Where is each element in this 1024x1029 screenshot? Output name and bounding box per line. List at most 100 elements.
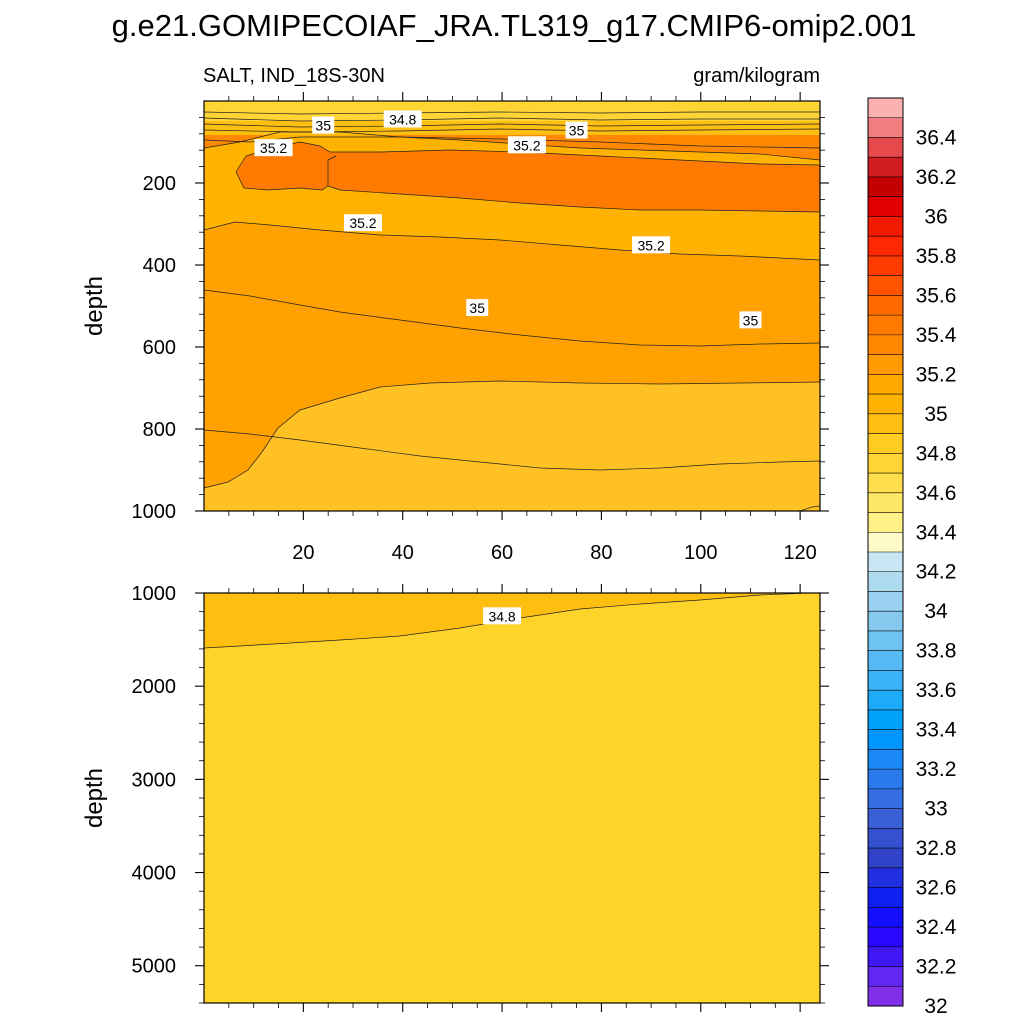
upper-x-tick-label: 40	[392, 542, 414, 564]
colorbar-swatch	[868, 729, 903, 750]
colorbar-swatch	[868, 453, 903, 474]
colorbar-label: 36	[924, 205, 947, 228]
contour-line-34-8-deep	[203, 380, 821, 489]
upper-contour-label: 35	[739, 311, 762, 329]
contour-line-bottom-corner	[799, 505, 821, 512]
colorbar-swatch	[868, 98, 903, 119]
lower-axes: 1000 2000 3000 4000 5000	[132, 583, 829, 1012]
upper-contour-label-text: 35	[469, 300, 485, 316]
lower-contour-labels: 34.8	[483, 607, 522, 625]
colorbar-swatch	[868, 670, 903, 691]
lower-y-tick-label: 2000	[132, 676, 177, 698]
colorbar-swatch	[868, 828, 903, 849]
colorbar-swatch	[868, 354, 903, 375]
colorbar-swatch	[868, 216, 903, 237]
upper-contour-label-text: 34.8	[389, 111, 416, 127]
upper-field-surface-2	[204, 121, 820, 135]
colorbar-label: 33.6	[916, 679, 957, 702]
upper-contour-label-box	[312, 116, 335, 134]
colorbar-label: 33.4	[916, 719, 957, 742]
colorbar-label: 33	[924, 798, 947, 821]
lower-panel: 34.8 1000 2000 3000 4000 5000 depth	[81, 583, 829, 1012]
colorbar-swatch	[868, 630, 903, 652]
lower-y-tick-label: 1000	[132, 583, 177, 605]
upper-contour-label-box	[343, 214, 382, 232]
upper-contour-label-box	[565, 121, 588, 139]
upper-x-tick-label: 20	[292, 542, 314, 564]
contour-line-surface-2	[203, 117, 820, 122]
upper-field-35-4	[236, 142, 820, 212]
upper-contour-label: 35	[312, 116, 335, 134]
colorbar-swatch	[868, 848, 903, 869]
colorbar-swatch	[868, 788, 903, 810]
upper-ylabel: depth	[81, 276, 108, 336]
contour-line-35-4-west	[235, 171, 329, 191]
upper-contour-label-box	[632, 236, 671, 254]
colorbar-label: 35	[924, 403, 947, 426]
colorbar-label: 32.8	[916, 837, 957, 860]
upper-x-tick-label: 100	[684, 542, 717, 564]
colorbar: 36.4 36.2 36 35.8 35.6 35.4 35.2 35 34.8 34.6 34.4…	[867, 97, 957, 1018]
lower-ylabel: depth	[81, 768, 108, 828]
colorbar-label: 34.4	[916, 521, 957, 544]
colorbar-swatch	[868, 611, 903, 632]
lower-contour-label-text: 34.8	[488, 608, 515, 624]
colorbar-swatch	[868, 275, 903, 296]
upper-y-tick-label: 400	[143, 255, 176, 277]
colorbar-swatch	[868, 295, 903, 316]
colorbar-swatch	[868, 236, 903, 257]
upper-contour-label: 34.8	[383, 110, 422, 128]
colorbar-swatch	[868, 887, 903, 908]
upper-contour-label: 35	[466, 299, 489, 317]
colorbar-swatch	[868, 769, 903, 790]
contour-line-surface-3	[203, 123, 821, 128]
colorbar-swatch	[868, 927, 903, 948]
colorbar-swatch	[868, 315, 903, 336]
upper-contour-label: 35.2	[254, 139, 293, 157]
colorbar-label: 32	[924, 995, 947, 1018]
upper-axes: 20 40 60 80 100 120 200 400 600 800 1000	[132, 92, 829, 564]
colorbar-swatch	[868, 867, 903, 889]
colorbar-label: 35.8	[916, 245, 957, 268]
upper-contour-label-box	[466, 299, 489, 317]
colorbar-swatch	[868, 374, 903, 395]
figure-title: g.e21.GOMIPECOIAF_JRA.TL319_g17.CMIP6-om…	[112, 8, 917, 43]
colorbar-label: 34.6	[916, 482, 957, 505]
colorbar-swatch	[868, 946, 903, 968]
upper-y-tick-label: 800	[143, 419, 176, 441]
upper-contour-label-text: 35.2	[349, 215, 376, 231]
colorbar-swatch	[868, 492, 903, 514]
colorbar-swatch	[868, 433, 903, 454]
colorbar-swatch	[868, 532, 903, 553]
contour-line-35-4-bottom	[327, 185, 821, 213]
colorbar-label: 35.2	[916, 363, 957, 386]
colorbar-swatch	[868, 137, 903, 158]
subtitle-right: gram/kilogram	[693, 65, 820, 87]
upper-contour-label: 35.2	[343, 214, 382, 232]
upper-contour-labels: 35 34.8 35.2 35.2 35 35.2 35.2 35 35	[254, 110, 762, 329]
upper-field-34-8-deep	[204, 381, 820, 511]
colorbar-swatch	[868, 749, 903, 770]
contour-line-35-0-lower	[203, 429, 821, 471]
upper-y-tick-label: 1000	[132, 501, 177, 523]
contour-line-35-2-top	[203, 131, 821, 161]
colorbar-swatch	[868, 966, 903, 987]
lower-contour-label: 34.8	[483, 607, 522, 625]
upper-y-tick-label: 600	[143, 337, 176, 359]
upper-contour-label-text: 35.2	[260, 140, 287, 156]
upper-x-tick-label: 60	[491, 542, 513, 564]
colorbar-swatch	[868, 571, 903, 592]
colorbar-swatch	[868, 808, 903, 829]
upper-contour-label-box	[383, 110, 422, 128]
colorbar-swatch	[868, 196, 903, 217]
upper-x-tick-label: 120	[783, 542, 816, 564]
contour-line-35-4-tongue	[327, 155, 337, 186]
upper-plot-frame	[203, 100, 821, 512]
upper-y-tick-label: 200	[143, 173, 176, 195]
colorbar-swatch	[868, 334, 903, 356]
colorbar-label: 32.2	[916, 956, 957, 979]
colorbar-swatch	[868, 709, 903, 731]
colorbar-frame	[867, 97, 904, 1007]
